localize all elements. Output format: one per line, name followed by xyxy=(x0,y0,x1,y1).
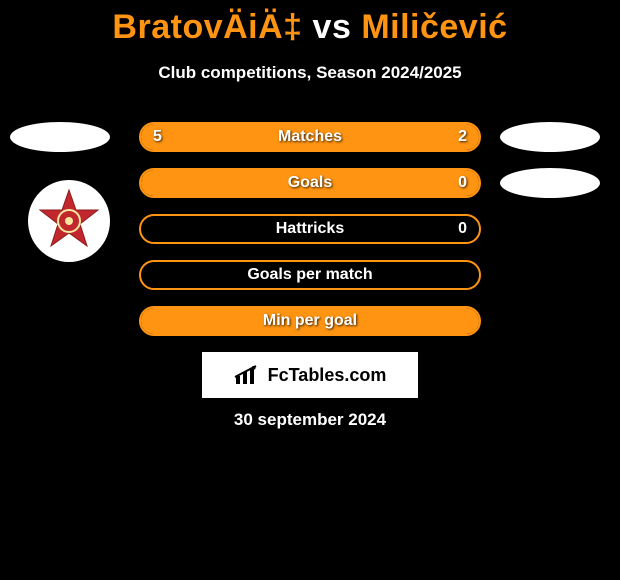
club-emblem-icon xyxy=(36,188,102,254)
stat-bar: 52Matches xyxy=(139,122,481,152)
brand-logo[interactable]: FcTables.com xyxy=(202,352,418,398)
bar-chart-icon xyxy=(234,364,262,386)
stat-row: 52Matches xyxy=(0,122,620,168)
stat-label: Min per goal xyxy=(141,308,479,334)
date-label: 30 september 2024 xyxy=(0,410,620,430)
stat-bar: Min per goal xyxy=(139,306,481,336)
stat-label: Goals per match xyxy=(141,262,479,288)
player1-oval-icon xyxy=(10,122,110,152)
comparison-title: BratovÄiÄ‡ vs Miličević xyxy=(0,0,620,47)
player2-name: Miličević xyxy=(361,8,507,46)
stat-label: Hattricks xyxy=(141,216,479,242)
player1-name: BratovÄiÄ‡ xyxy=(112,8,302,46)
stat-label: Matches xyxy=(141,124,479,150)
stat-bar: 0Hattricks xyxy=(139,214,481,244)
stat-row: Min per goal xyxy=(0,306,620,352)
brand-name: FcTables.com xyxy=(268,365,387,386)
player2-oval-icon xyxy=(500,122,600,152)
club-badge xyxy=(28,180,110,262)
stat-bar: Goals per match xyxy=(139,260,481,290)
vs-text: vs xyxy=(303,8,362,46)
stat-row: Goals per match xyxy=(0,260,620,306)
stat-bar: 0Goals xyxy=(139,168,481,198)
stat-label: Goals xyxy=(141,170,479,196)
subtitle: Club competitions, Season 2024/2025 xyxy=(0,63,620,83)
player2-oval-icon xyxy=(500,168,600,198)
